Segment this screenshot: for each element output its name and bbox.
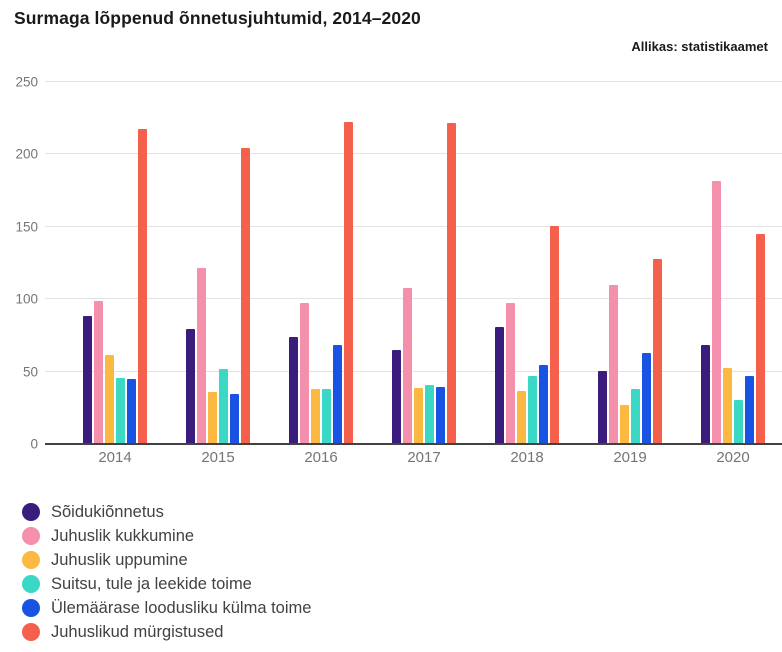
y-tick-label: 200 xyxy=(15,146,38,162)
legend-item[interactable]: Ülemäärase loodusliku külma toime xyxy=(22,596,311,620)
bar[interactable] xyxy=(756,234,765,443)
x-axis-baseline xyxy=(45,443,782,445)
gridline xyxy=(45,81,782,82)
x-tick-label: 2017 xyxy=(407,449,441,466)
bar[interactable] xyxy=(105,355,114,443)
x-tick-label: 2018 xyxy=(510,449,544,466)
x-tick-label: 2019 xyxy=(613,449,647,466)
legend-label: Sõidukiõnnetus xyxy=(51,502,164,521)
bar[interactable] xyxy=(333,345,342,443)
bar[interactable] xyxy=(609,285,618,443)
bar[interactable] xyxy=(506,303,515,443)
legend-color-dot xyxy=(22,527,40,545)
x-tick-label: 2014 xyxy=(98,449,132,466)
bar-group-2018 xyxy=(495,82,559,443)
legend-color-dot xyxy=(22,599,40,617)
legend-label: Juhuslikud mürgistused xyxy=(51,622,224,641)
bar[interactable] xyxy=(723,368,732,443)
bar[interactable] xyxy=(344,122,353,443)
legend-item[interactable]: Suitsu, tule ja leekide toime xyxy=(22,572,311,596)
bar-group-2016 xyxy=(289,82,353,443)
bar[interactable] xyxy=(598,371,607,443)
bar[interactable] xyxy=(127,379,136,443)
gridline xyxy=(45,370,782,372)
legend-label: Suitsu, tule ja leekide toime xyxy=(51,574,252,593)
bar-group-2020 xyxy=(701,82,765,443)
legend-color-dot xyxy=(22,575,40,593)
bar[interactable] xyxy=(186,329,195,443)
bar[interactable] xyxy=(138,129,147,443)
legend: Sõidukiõnnetus Juhuslik kukkumine Juhuslik… xyxy=(22,500,311,644)
legend-label: Ülemäärase loodusliku külma toime xyxy=(51,598,312,617)
bar[interactable] xyxy=(230,394,239,443)
bar[interactable] xyxy=(322,389,331,443)
y-axis: 0 50 100 150 200 250 xyxy=(0,75,38,452)
bar[interactable] xyxy=(219,369,228,443)
y-tick-label: 0 xyxy=(30,436,38,452)
y-tick-label: 250 xyxy=(15,74,38,90)
bar[interactable] xyxy=(734,400,743,443)
bar[interactable] xyxy=(208,392,217,443)
bar[interactable] xyxy=(403,288,412,443)
y-tick-label: 100 xyxy=(15,291,38,307)
y-tick-label: 150 xyxy=(15,219,38,235)
bar[interactable] xyxy=(197,268,206,443)
gridline xyxy=(45,225,782,227)
bar[interactable] xyxy=(653,259,662,443)
page-title: Surmaga lõppenud õnnetusjuhtumid, 2014–2… xyxy=(14,8,421,28)
bar[interactable] xyxy=(300,303,309,443)
x-tick-label: 2020 xyxy=(716,449,750,466)
bar[interactable] xyxy=(745,376,754,443)
bar-group-2019 xyxy=(598,82,662,443)
bar[interactable] xyxy=(116,378,125,443)
bar[interactable] xyxy=(517,391,526,443)
x-tick-label: 2015 xyxy=(201,449,235,466)
bar-group-2014 xyxy=(83,82,147,443)
bars-row xyxy=(45,82,782,443)
bar[interactable] xyxy=(289,337,298,443)
x-tick-label: 2016 xyxy=(304,449,338,466)
legend-item[interactable]: Juhuslikud mürgistused xyxy=(22,620,311,644)
bar[interactable] xyxy=(311,389,320,443)
bar[interactable] xyxy=(539,365,548,443)
gridline xyxy=(45,153,782,155)
bar[interactable] xyxy=(495,327,504,443)
bar[interactable] xyxy=(392,350,401,443)
legend-item[interactable]: Sõidukiõnnetus xyxy=(22,500,311,524)
bar[interactable] xyxy=(620,405,629,443)
bar-group-2017 xyxy=(392,82,456,443)
bar[interactable] xyxy=(550,226,559,443)
bar[interactable] xyxy=(436,387,445,443)
source-note: Allikas: statistikaamet xyxy=(631,39,768,54)
legend-label: Juhuslik uppumine xyxy=(51,550,188,569)
bar[interactable] xyxy=(528,376,537,443)
legend-label: Juhuslik kukkumine xyxy=(51,526,195,545)
x-axis: 2014 2015 2016 2017 2018 2019 2020 xyxy=(45,449,782,466)
gridline xyxy=(45,298,782,300)
plot-area xyxy=(45,81,782,445)
bar[interactable] xyxy=(631,389,640,443)
bar[interactable] xyxy=(701,345,710,443)
legend-color-dot xyxy=(22,623,40,641)
bar[interactable] xyxy=(241,148,250,443)
bar[interactable] xyxy=(83,316,92,443)
legend-item[interactable]: Juhuslik kukkumine xyxy=(22,524,311,548)
legend-color-dot xyxy=(22,551,40,569)
y-tick-label: 50 xyxy=(22,364,38,380)
bar[interactable] xyxy=(414,388,423,443)
bar[interactable] xyxy=(425,385,434,443)
legend-color-dot xyxy=(22,503,40,521)
bar-group-2015 xyxy=(186,82,250,443)
bar[interactable] xyxy=(712,181,721,443)
legend-item[interactable]: Juhuslik uppumine xyxy=(22,548,311,572)
bar[interactable] xyxy=(447,123,456,443)
bar[interactable] xyxy=(94,301,103,443)
bar[interactable] xyxy=(642,353,651,443)
